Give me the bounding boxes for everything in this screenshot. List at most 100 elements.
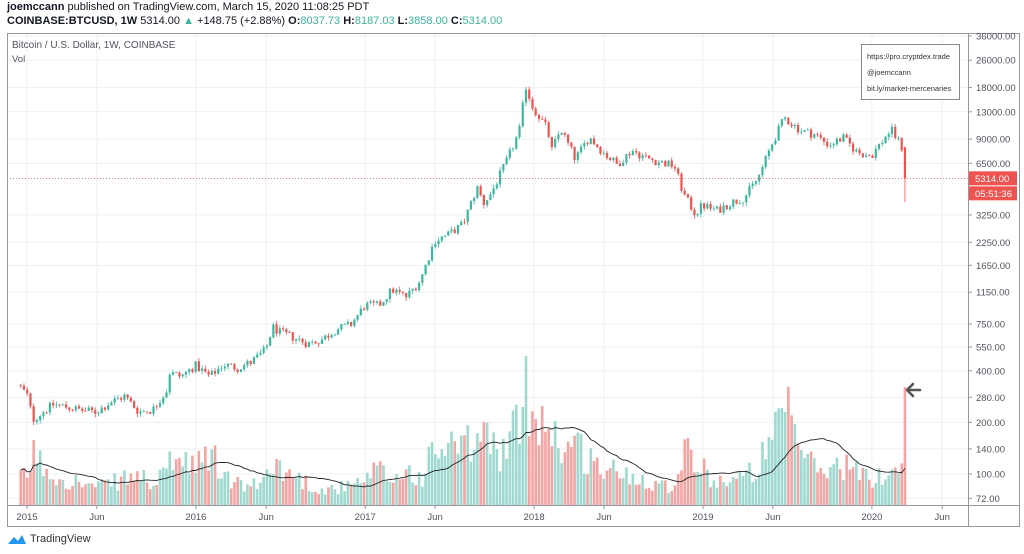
candle [550,136,554,151]
candle-body [369,301,372,303]
candle [518,123,521,140]
candle [81,406,84,414]
candle [677,167,680,176]
candle [664,159,667,167]
candle [822,137,826,146]
candle [233,362,236,372]
y-tick-label: 200.00 [976,418,1005,429]
volume-bar [744,470,748,505]
candle-body [84,410,87,412]
info-link-2[interactable]: bit.ly/market-mercenaries [867,84,951,93]
volume-bar [651,490,654,505]
candle-body [767,150,771,157]
candle-body [570,142,573,147]
volume-bar [725,486,729,505]
volume-bar [900,463,904,505]
info-handle[interactable]: @joemccann [867,68,911,77]
candle-body [239,369,243,372]
candle [372,299,375,307]
candle [443,235,447,238]
candle-body [353,319,356,326]
volume-bar [430,442,434,505]
tradingview-logo[interactable]: TradingView [7,533,91,545]
candle [508,147,511,161]
volume-bar [647,487,651,505]
candle-body [787,117,790,125]
candle-body [139,411,142,414]
candle [275,320,278,337]
volume-bar [673,485,677,505]
candle-body [243,365,246,370]
volume-bar [466,425,469,505]
candle [732,198,735,210]
volume-bar [110,486,113,505]
candle [848,134,851,148]
candle [748,182,751,198]
volume-bar [550,446,554,505]
volume-bar [45,468,48,505]
candle [450,226,453,234]
candle [541,115,544,120]
volume-bar [595,457,599,505]
legend-title: Bitcoin / U.S. Dollar, 1W, COINBASE [12,40,176,51]
candle [162,396,165,406]
candle [498,166,502,188]
candle-body [725,205,728,210]
candle [764,154,767,169]
volume-bar [767,437,771,505]
candle-body [61,404,64,406]
volume-bar [809,451,813,505]
candle [184,370,188,379]
candle [77,403,81,409]
candles [19,86,907,426]
volume-bar [184,452,188,505]
candle-body [515,137,518,149]
candle-body [259,352,262,355]
price-axis[interactable]: 36000.00 26000.00 18000.00 13000.00 9000.00 6… [968,32,1016,505]
candle [486,199,489,208]
candle-body [440,236,443,241]
candle [35,418,39,425]
info-link[interactable]: https://pro.cryptdex.trade [867,52,950,61]
volume-bar [106,479,110,505]
candle-body [194,361,197,372]
candle [482,194,485,209]
open-label: O: [288,15,301,27]
volume-bar [770,439,774,505]
candle [356,314,359,322]
candle [414,287,417,292]
candle-body [482,195,485,206]
candle [298,335,301,342]
candle [816,132,819,137]
candle [638,151,641,162]
candle [411,288,414,295]
candle [586,141,589,146]
candle [168,372,171,396]
candle [362,306,366,311]
candle-body [233,364,236,370]
time-axis[interactable]: 2015 Jun 2016 Jun 2017 Jun 2018 Jun 2019 Jun 2020 J… [16,505,950,523]
candle [19,383,22,389]
volume-bar [440,449,444,505]
candle-body [576,152,579,160]
candle-body [868,155,871,157]
candle-body [136,407,139,414]
volume-bar [722,482,725,505]
candle-body [32,406,35,422]
volume-bar [712,480,716,505]
open-value: 8037.73 [300,15,341,27]
candle-body [246,360,249,366]
candle-body [320,339,324,345]
y-tick-label: 9000.00 [976,135,1010,146]
candle-body [897,137,900,139]
candle [456,224,460,236]
high-value: 8187.03 [354,15,395,27]
candle-body [324,335,327,340]
author[interactable]: joemccann [7,1,65,13]
candle [113,395,116,406]
candle-body [210,371,213,375]
volume-bar [796,443,800,505]
candle-body [181,374,184,377]
candle-body [456,225,460,234]
